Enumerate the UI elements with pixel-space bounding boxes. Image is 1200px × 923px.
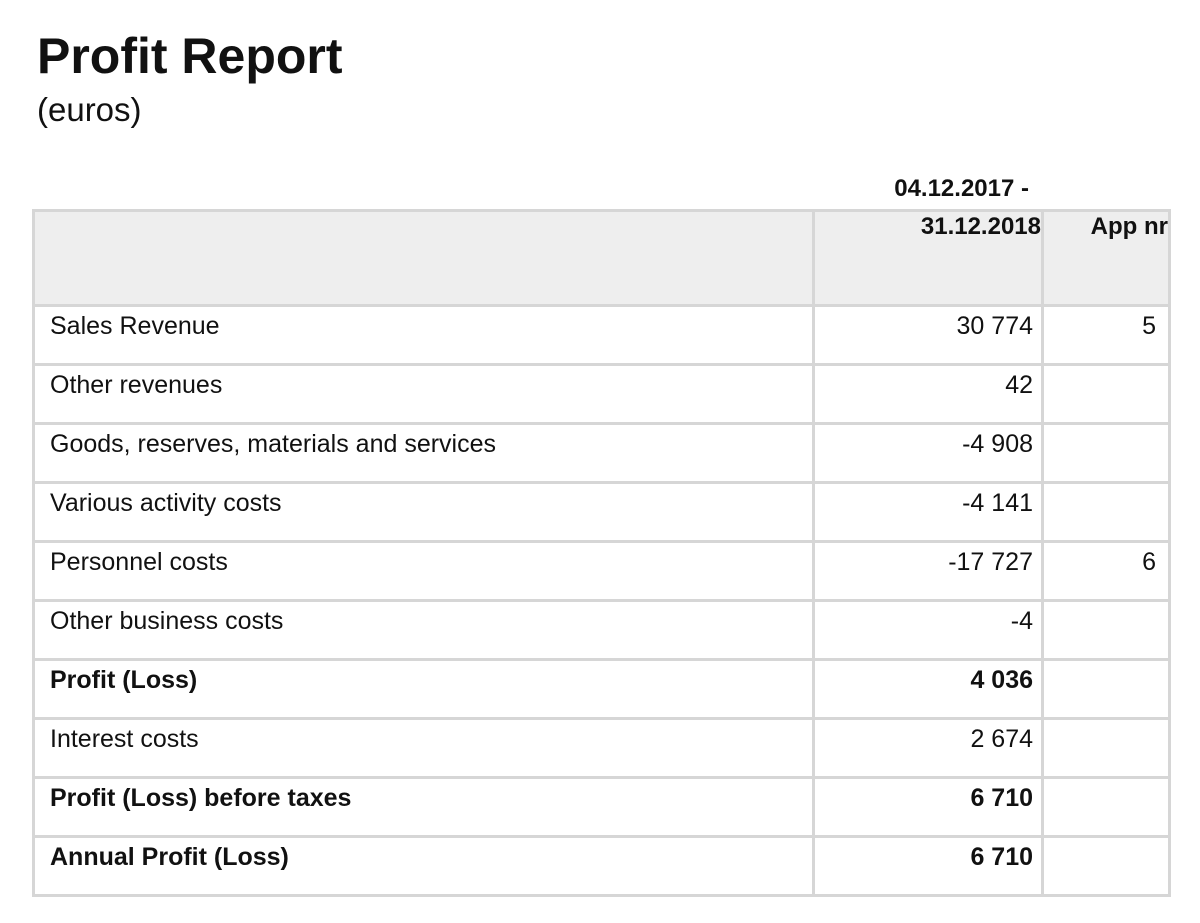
row-app-nr [1041,776,1171,838]
row-app-nr [1041,835,1171,897]
row-value: 4 036 [812,658,1044,720]
row-label: Profit (Loss) [32,658,815,720]
row-app-nr [1041,599,1171,661]
row-label: Other revenues [32,363,815,425]
row-label: Annual Profit (Loss) [32,835,815,897]
row-value: 6 710 [812,776,1044,838]
row-value: -4 [812,599,1044,661]
row-label: Various activity costs [32,481,815,543]
header-app-nr: App nr [1041,209,1171,307]
row-app-nr: 6 [1041,540,1171,602]
table-row: Interest costs 2 674 [32,717,1171,779]
row-label: Interest costs [32,717,815,779]
table-row: Goods, reserves, materials and services … [32,422,1171,484]
row-app-nr [1041,717,1171,779]
table-row-subtotal: Profit (Loss) before taxes 6 710 [32,776,1171,838]
report-title: Profit Report [37,28,343,84]
table-row: Sales Revenue 30 774 5 [32,304,1171,366]
table-row: Other business costs -4 [32,599,1171,661]
row-label: Other business costs [32,599,815,661]
row-label: Profit (Loss) before taxes [32,776,815,838]
table-row: Other revenues 42 [32,363,1171,425]
row-value: 6 710 [812,835,1044,897]
row-value: 2 674 [812,717,1044,779]
table-row-total: Annual Profit (Loss) 6 710 [32,835,1171,897]
period-start-label: 04.12.2017 - [894,175,1029,202]
table-row: Various activity costs -4 141 [32,481,1171,543]
table-row-subtotal: Profit (Loss) 4 036 [32,658,1171,720]
row-label: Goods, reserves, materials and services [32,422,815,484]
row-value: -4 141 [812,481,1044,543]
row-app-nr [1041,363,1171,425]
header-period-end: 31.12.2018 [812,209,1044,307]
profit-report-table: 31.12.2018 App nr Sales Revenue 30 774 5… [32,209,1171,897]
row-label: Personnel costs [32,540,815,602]
row-app-nr [1041,422,1171,484]
row-app-nr [1041,658,1171,720]
row-value: 42 [812,363,1044,425]
row-app-nr [1041,481,1171,543]
row-value: 30 774 [812,304,1044,366]
row-value: -17 727 [812,540,1044,602]
row-label: Sales Revenue [32,304,815,366]
row-value: -4 908 [812,422,1044,484]
table-header-row: 31.12.2018 App nr [32,209,1171,307]
header-label-cell [32,209,815,307]
table-row: Personnel costs -17 727 6 [32,540,1171,602]
row-app-nr: 5 [1041,304,1171,366]
report-currency-subtitle: (euros) [37,91,142,128]
